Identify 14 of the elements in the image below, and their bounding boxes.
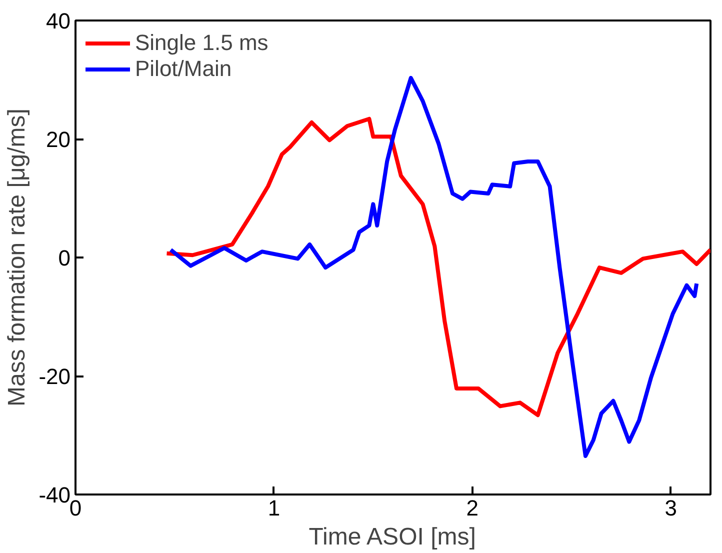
y-axis-title: Mass formation rate [μg/ms] — [4, 108, 31, 406]
y-tick-label: 0 — [58, 246, 71, 270]
y-tick-label: -40 — [38, 482, 70, 508]
x-tick-label: 1 — [268, 496, 280, 520]
line-series — [168, 76, 699, 458]
legend-label: Pilot/Main — [135, 56, 232, 82]
legend-label: Single 1.5 ms — [135, 30, 268, 56]
y-tick-label: 40 — [46, 8, 71, 34]
x-axis-title: Time ASOI [ms] — [308, 524, 476, 550]
x-tick-label: 3 — [664, 496, 677, 520]
x-tick-label: 2 — [466, 496, 479, 520]
y-tick-label: -20 — [38, 364, 70, 389]
line-series — [164, 116, 710, 418]
y-tick-label: 20 — [46, 127, 71, 152]
